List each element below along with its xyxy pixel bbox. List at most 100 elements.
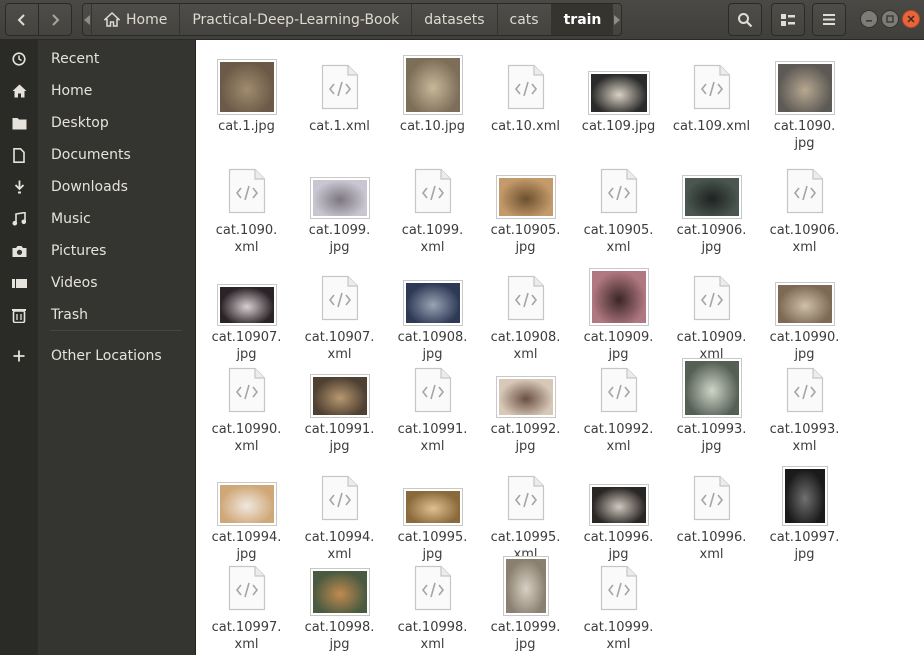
file-item[interactable]: cat.10907. jpg	[200, 259, 293, 363]
music-icon	[0, 212, 38, 226]
file-name: cat.10994. jpg	[200, 529, 293, 563]
maximize-button[interactable]	[881, 10, 899, 28]
file-item[interactable]: cat.10990. xml	[200, 351, 293, 455]
file-item[interactable]: cat.10909. xml	[665, 259, 758, 363]
file-item[interactable]: cat.1099. jpg	[293, 152, 386, 256]
file-name-line2: jpg	[701, 240, 722, 255]
file-name-line2: jpg	[794, 347, 815, 362]
search-button[interactable]	[728, 3, 762, 36]
file-item[interactable]: cat.10.xml	[479, 48, 572, 135]
file-item[interactable]: cat.1090. jpg	[758, 48, 851, 152]
file-item[interactable]: cat.10908. jpg	[386, 259, 479, 363]
file-item[interactable]: cat.10906. jpg	[665, 152, 758, 256]
sidebar-item-downloads[interactable]: Downloads	[0, 172, 196, 202]
close-icon	[907, 15, 915, 23]
file-name-line2: jpg	[329, 240, 350, 255]
menu-button[interactable]	[812, 3, 846, 36]
file-item[interactable]: cat.10998. xml	[386, 549, 479, 653]
sidebar-item-home[interactable]: Home	[0, 76, 196, 106]
file-item[interactable]: cat.10993. jpg	[665, 351, 758, 455]
file-item[interactable]: cat.10994. xml	[293, 459, 386, 563]
file-item[interactable]: cat.10997. jpg	[758, 459, 851, 563]
sidebar-item-trash[interactable]: Trash	[0, 300, 196, 330]
file-item[interactable]: cat.10905. xml	[572, 152, 665, 256]
file-item[interactable]: cat.1.jpg	[200, 48, 293, 135]
file-item[interactable]: cat.10998. jpg	[293, 549, 386, 653]
xml-file-icon	[600, 367, 637, 413]
file-item[interactable]: cat.10992. xml	[572, 351, 665, 455]
document-icon	[0, 147, 38, 163]
file-name: cat.10995. jpg	[386, 529, 479, 563]
sidebar-item-label: Documents	[51, 147, 131, 163]
file-item[interactable]: cat.10906. xml	[758, 152, 851, 256]
sidebar-item-recent[interactable]: Recent	[0, 44, 196, 74]
file-name-line2: xml	[327, 547, 352, 562]
file-icon-wrap	[572, 549, 665, 615]
path-bar: Home Practical-Deep-Learning-Book datase…	[82, 3, 622, 36]
file-name-line1: cat.10992.	[490, 422, 561, 437]
folder-icon	[0, 117, 38, 130]
xml-file-icon	[600, 168, 637, 214]
file-item[interactable]: cat.10990. jpg	[758, 259, 851, 363]
file-item[interactable]: cat.10995. xml	[479, 459, 572, 563]
file-name-line1: cat.10997.	[211, 620, 282, 635]
file-item[interactable]: cat.10994. jpg	[200, 459, 293, 563]
sidebar-item-pictures[interactable]: Pictures	[0, 236, 196, 266]
path-scroll-left[interactable]	[83, 4, 91, 35]
breadcrumb-cats[interactable]: cats	[496, 4, 551, 35]
sidebar-item-music[interactable]: Music	[0, 204, 196, 234]
image-thumbnail-icon	[403, 489, 462, 525]
file-name-line1: cat.1090.	[215, 223, 278, 238]
file-name-line2: xml	[792, 439, 817, 454]
file-item[interactable]: cat.10996. jpg	[572, 459, 665, 563]
breadcrumb-home[interactable]: Home	[91, 4, 179, 35]
file-item[interactable]: cat.10996. xml	[665, 459, 758, 563]
file-name-line1: cat.10909.	[676, 330, 747, 345]
file-name-line1: cat.10990.	[769, 330, 840, 345]
file-name-line2: jpg	[794, 547, 815, 562]
file-item[interactable]: cat.1.xml	[293, 48, 386, 135]
file-item[interactable]: cat.1090. xml	[200, 152, 293, 256]
file-item[interactable]: cat.10907. xml	[293, 259, 386, 363]
file-name-line1: cat.10909.	[583, 330, 654, 345]
breadcrumb-project[interactable]: Practical-Deep-Learning-Book	[179, 4, 411, 35]
file-item[interactable]: cat.10993. xml	[758, 351, 851, 455]
file-name-line2: xml	[234, 439, 259, 454]
file-item[interactable]: cat.10999. xml	[572, 549, 665, 653]
file-item[interactable]: cat.10905. jpg	[479, 152, 572, 256]
file-item[interactable]: cat.10908. xml	[479, 259, 572, 363]
file-item[interactable]: cat.109.jpg	[572, 48, 665, 135]
file-item[interactable]: cat.10909. jpg	[572, 259, 665, 363]
search-icon	[738, 12, 753, 27]
file-name: cat.10992. jpg	[479, 421, 572, 455]
path-scroll-right[interactable]	[613, 4, 621, 35]
file-item[interactable]: cat.10.jpg	[386, 48, 479, 135]
file-item[interactable]: cat.10991. jpg	[293, 351, 386, 455]
file-name-line1: cat.1.xml	[309, 119, 370, 134]
view-toggle-button[interactable]	[771, 3, 805, 36]
back-button[interactable]	[5, 3, 39, 36]
file-name: cat.10996. jpg	[572, 529, 665, 563]
file-item[interactable]: cat.10991. xml	[386, 351, 479, 455]
file-name-line1: cat.10996.	[583, 530, 654, 545]
forward-button[interactable]	[38, 3, 72, 36]
sidebar-item-other-locations[interactable]: Other Locations	[0, 341, 196, 371]
sidebar-icon-strip	[0, 40, 38, 655]
file-item[interactable]: cat.10999. jpg	[479, 549, 572, 653]
sidebar-item-documents[interactable]: Documents	[0, 140, 196, 170]
file-item[interactable]: cat.10997. xml	[200, 549, 293, 653]
file-name-line1: cat.10995.	[397, 530, 468, 545]
minimize-button[interactable]	[860, 10, 878, 28]
file-icon-wrap	[386, 259, 479, 325]
breadcrumb-datasets[interactable]: datasets	[411, 4, 496, 35]
sidebar-item-desktop[interactable]: Desktop	[0, 108, 196, 138]
close-button[interactable]	[902, 10, 920, 28]
file-name: cat.10994. xml	[293, 529, 386, 563]
file-name: cat.10993. jpg	[665, 421, 758, 455]
file-item[interactable]: cat.109.xml	[665, 48, 758, 135]
file-item[interactable]: cat.10992. jpg	[479, 351, 572, 455]
sidebar-item-videos[interactable]: Videos	[0, 268, 196, 298]
file-item[interactable]: cat.1099. xml	[386, 152, 479, 256]
breadcrumb-train[interactable]: train	[550, 4, 614, 35]
file-item[interactable]: cat.10995. jpg	[386, 459, 479, 563]
